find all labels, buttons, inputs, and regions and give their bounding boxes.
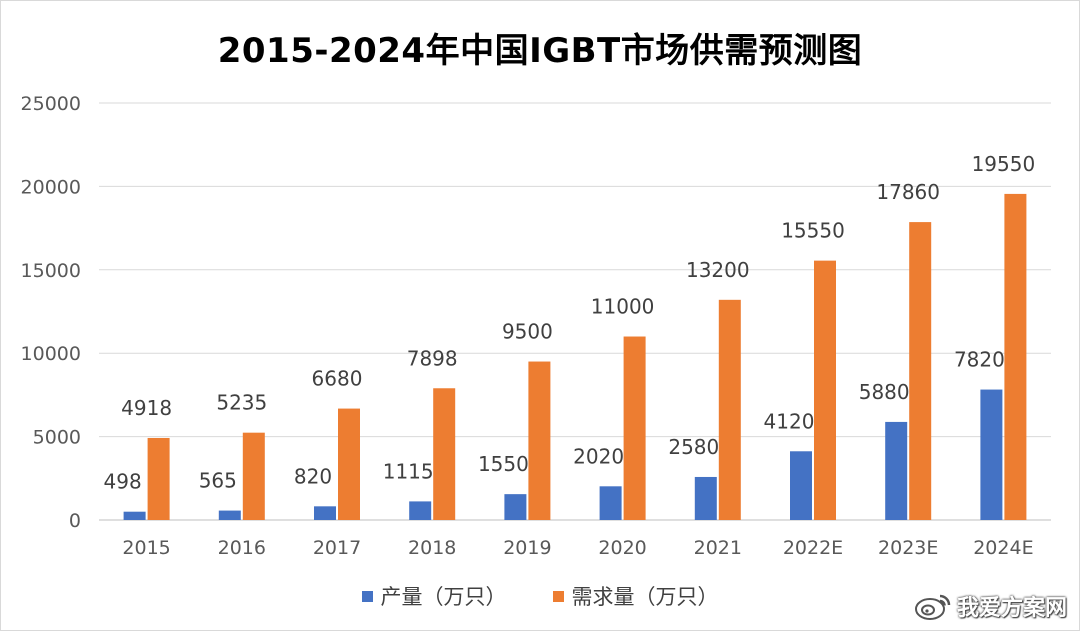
data-label-demand: 5235 — [216, 391, 267, 415]
watermark: 我爱方案网 — [913, 590, 1067, 622]
x-tick-label: 2023E — [878, 537, 938, 559]
bar-production — [885, 421, 908, 520]
data-label-production: 498 — [104, 470, 142, 494]
x-tick-label: 2018 — [408, 537, 456, 559]
data-label-demand: 7898 — [407, 346, 458, 370]
data-label-demand: 4918 — [121, 396, 172, 420]
weibo-logo-icon — [914, 594, 951, 620]
bar-demand — [433, 388, 456, 520]
legend-swatch-production — [361, 590, 373, 602]
bar-demand — [528, 361, 551, 520]
legend-swatch-demand — [552, 590, 564, 602]
bar-demand — [338, 408, 360, 520]
bar-demand — [1004, 193, 1027, 520]
legend-label-demand: 需求量（万只） — [571, 585, 719, 609]
data-label-demand: 19550 — [972, 152, 1036, 176]
legend-item-demand: 需求量（万只） — [552, 581, 719, 611]
bar-demand — [814, 260, 836, 520]
data-label-demand: 13200 — [686, 258, 750, 282]
data-label-demand: 15550 — [781, 219, 845, 243]
y-tick-label: 0 — [69, 510, 81, 532]
watermark-text: 我爱方案网 — [956, 596, 1067, 621]
x-tick-label: 2016 — [218, 537, 266, 559]
bar-production — [218, 510, 241, 520]
data-label-production: 7820 — [954, 348, 1005, 372]
bar-demand — [909, 222, 932, 520]
legend-label-production: 产量（万只） — [380, 585, 507, 609]
x-tick-label: 2017 — [313, 537, 361, 559]
bar-demand — [242, 432, 265, 520]
data-label-production: 1115 — [383, 459, 434, 483]
data-label-production: 565 — [199, 469, 237, 493]
data-label-production: 2020 — [573, 444, 624, 468]
bar-production — [504, 494, 527, 520]
x-tick-label: 2021 — [694, 537, 742, 559]
chart-title: 2015-2024年中国IGBT市场供需预测图 — [217, 31, 863, 71]
bar-demand — [623, 336, 646, 520]
bar-demand — [147, 437, 170, 520]
y-tick-label: 15000 — [21, 260, 81, 282]
data-label-production: 820 — [294, 464, 332, 488]
data-label-demand: 6680 — [312, 367, 363, 391]
data-label-production: 5880 — [859, 380, 910, 404]
y-tick-label: 25000 — [21, 93, 81, 115]
bar-production — [694, 476, 717, 520]
data-label-demand: 9500 — [502, 320, 553, 344]
legend: 产量（万只） 需求量（万只） — [1, 581, 1079, 611]
x-tick-label: 2015 — [122, 537, 170, 559]
data-label-demand: 11000 — [591, 295, 655, 319]
data-label-demand: 17860 — [876, 180, 940, 204]
x-tick-label: 2022E — [783, 537, 843, 559]
x-tick-label: 2020 — [598, 537, 646, 559]
bar-production — [409, 501, 432, 520]
x-tick-label: 2019 — [503, 537, 551, 559]
data-label-production: 4120 — [764, 409, 815, 433]
y-tick-label: 20000 — [21, 176, 81, 198]
x-tick-label: 2024E — [973, 537, 1033, 559]
bar-production — [599, 486, 622, 520]
bar-demand — [718, 299, 741, 520]
data-label-production: 1550 — [478, 452, 529, 476]
bar-production — [980, 389, 1003, 520]
y-tick-label: 5000 — [33, 427, 81, 449]
bar-production — [123, 511, 146, 520]
bar-production — [790, 451, 812, 520]
legend-item-production: 产量（万只） — [361, 581, 507, 611]
data-label-production: 2580 — [668, 435, 719, 459]
y-tick-label: 10000 — [21, 343, 81, 365]
bar-production — [314, 506, 336, 520]
